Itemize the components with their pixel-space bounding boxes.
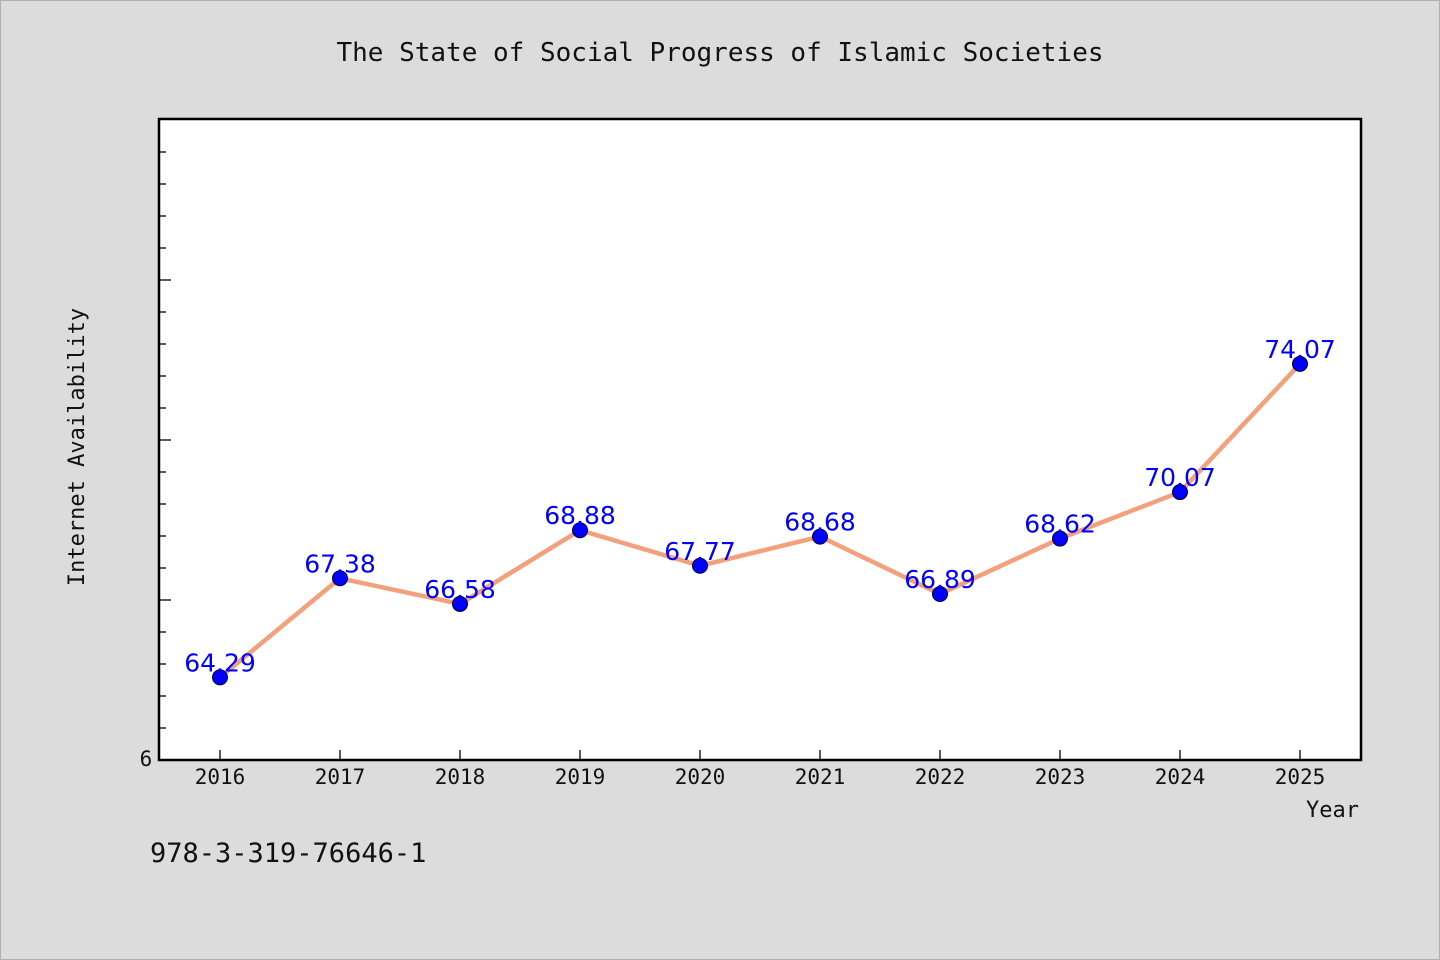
data-label: 66.58 xyxy=(424,575,496,604)
x-axis-ticks: 2016 2017 2018 2019 2020 2021 2022 2023 2024 2025 xyxy=(195,750,1326,789)
series-markers xyxy=(212,355,1308,686)
x-tick-label: 2022 xyxy=(915,765,966,789)
data-label: 67.77 xyxy=(664,537,736,566)
data-point xyxy=(932,585,948,602)
x-tick-label: 2024 xyxy=(1155,765,1206,789)
data-label: 66.89 xyxy=(904,565,976,594)
data-labels: 64.29 67.38 66.58 68.88 67.77 68.68 66.89 68.62… xyxy=(184,335,1336,677)
chart-title: The State of Social Progress of Islamic … xyxy=(336,38,1103,68)
data-label: 68.88 xyxy=(544,501,616,530)
data-point xyxy=(572,522,588,539)
data-point xyxy=(1292,355,1308,372)
data-point xyxy=(452,595,468,612)
data-label: 68.62 xyxy=(1024,510,1096,539)
data-label: 70.07 xyxy=(1144,463,1216,492)
y-axis-label: Internet Availability xyxy=(65,308,90,586)
series-line xyxy=(218,362,1302,680)
data-label: 74.07 xyxy=(1264,335,1336,364)
y-tick-label: 6 xyxy=(140,747,153,771)
data-point xyxy=(1052,530,1068,547)
data-point xyxy=(1172,484,1188,501)
x-tick-label: 2017 xyxy=(315,765,366,789)
x-tick-label: 2018 xyxy=(435,765,486,789)
x-tick-label: 2016 xyxy=(195,765,246,789)
data-label: 64.29 xyxy=(184,648,256,677)
series-line-group xyxy=(218,362,1302,680)
x-tick-label: 2020 xyxy=(675,765,726,789)
x-tick-label: 2019 xyxy=(555,765,606,789)
x-tick-label: 2025 xyxy=(1275,765,1326,789)
x-tick-label: 2023 xyxy=(1035,765,1086,789)
x-axis-label: Year xyxy=(1306,798,1359,823)
plot-area xyxy=(157,117,1363,762)
isbn-text: 978-3-319-76646-1 xyxy=(150,838,426,869)
data-point xyxy=(692,557,708,574)
x-tick-label: 2021 xyxy=(795,765,846,789)
data-point xyxy=(812,528,828,545)
y-axis-ticks xyxy=(159,151,171,729)
data-label: 67.38 xyxy=(304,549,376,578)
data-point xyxy=(212,669,228,686)
data-point xyxy=(332,570,348,587)
data-label: 68.68 xyxy=(784,508,856,537)
